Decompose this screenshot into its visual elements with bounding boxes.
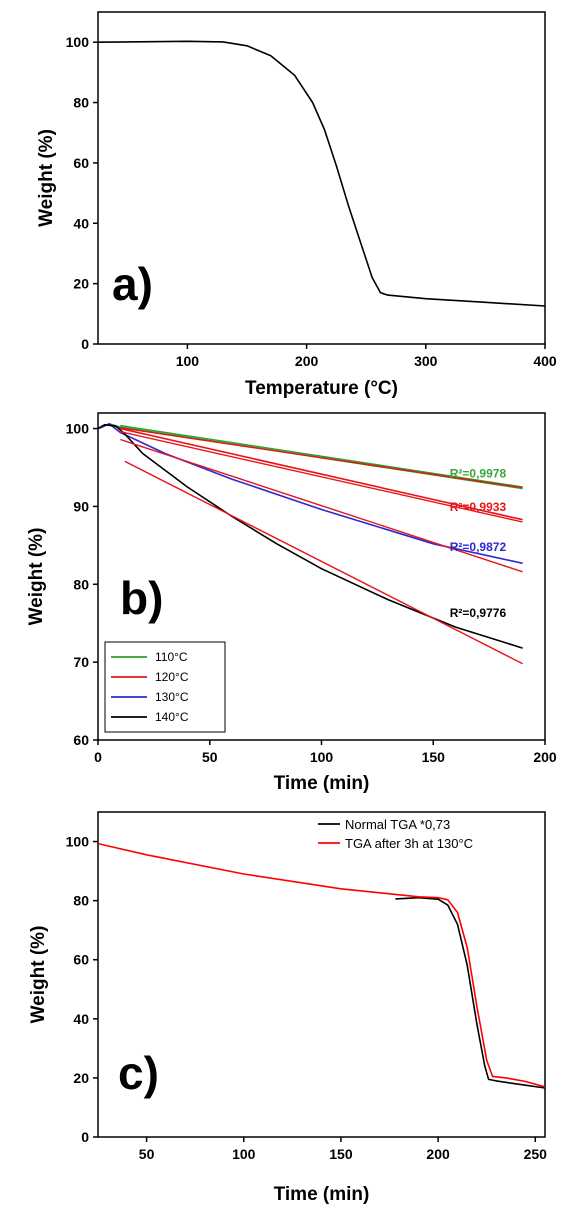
chart-panel-3: 50 100 150 200 250 0 20 40 60 80 100 Time (min) Weig… bbox=[28, 811, 548, 1205]
legend-entry: 110°C bbox=[155, 650, 188, 664]
fit-line bbox=[120, 427, 523, 489]
x-axis-title: Time (min) bbox=[274, 773, 370, 794]
x-tick-label: 150 bbox=[422, 749, 446, 765]
y-tick-label: 80 bbox=[73, 893, 89, 909]
r2-annotation: R²=0,9933 bbox=[450, 500, 507, 514]
x-tick-label: 50 bbox=[139, 1146, 155, 1162]
y-tick-label: 100 bbox=[66, 834, 90, 850]
r2-annotation: R²=0,9776 bbox=[450, 606, 507, 620]
y-tick-label: 100 bbox=[66, 421, 90, 437]
x-tick-label: 100 bbox=[176, 353, 200, 369]
series-line bbox=[98, 40, 545, 307]
x-tick-label: 150 bbox=[329, 1146, 353, 1162]
y-tick-label: 60 bbox=[73, 732, 89, 748]
fit-line bbox=[124, 460, 523, 665]
x-tick-label: 400 bbox=[533, 353, 557, 369]
chart-panel-1: 100 200 300 400 0 20 40 60 80 100 Temperature (°C)… bbox=[36, 11, 557, 399]
y-tick-label: 20 bbox=[73, 276, 89, 292]
panel-label: a) bbox=[112, 258, 153, 310]
chart-panel-2: 0 50 100 150 200 60 70 80 90 100 Time (min) Weight … bbox=[26, 412, 557, 794]
x-tick-label: 100 bbox=[232, 1146, 256, 1162]
legend-entry: 120°C bbox=[155, 670, 189, 684]
x-tick-label: 250 bbox=[524, 1146, 548, 1162]
y-tick-label: 20 bbox=[73, 1070, 89, 1086]
y-tick-label: 40 bbox=[73, 215, 89, 231]
y-axis-title: Weight (%) bbox=[36, 129, 57, 227]
y-tick-label: 0 bbox=[81, 1129, 89, 1145]
y-tick-label: 90 bbox=[73, 498, 89, 514]
series-line bbox=[98, 842, 545, 1088]
series-line bbox=[98, 423, 523, 649]
panel-label: c) bbox=[118, 1047, 159, 1099]
x-tick-label: 50 bbox=[202, 749, 218, 765]
x-tick-label: 200 bbox=[533, 749, 557, 765]
fit-line bbox=[120, 424, 523, 488]
legend-entry: 130°C bbox=[155, 690, 189, 704]
panel-label: b) bbox=[120, 572, 163, 624]
x-tick-label: 0 bbox=[94, 749, 102, 765]
y-axis-title: Weight (%) bbox=[28, 926, 49, 1024]
fit-line bbox=[120, 431, 523, 523]
plot-frame bbox=[97, 11, 546, 345]
r2-annotation: R²=0,9978 bbox=[450, 467, 507, 481]
legend-entry: TGA after 3h at 130°C bbox=[345, 836, 473, 851]
y-tick-label: 60 bbox=[73, 155, 89, 171]
x-axis-title: Time (min) bbox=[274, 1184, 370, 1205]
y-tick-label: 40 bbox=[73, 1011, 89, 1027]
series-line bbox=[395, 896, 545, 1089]
y-tick-label: 70 bbox=[73, 654, 89, 670]
x-tick-label: 300 bbox=[414, 353, 438, 369]
x-tick-label: 100 bbox=[310, 749, 334, 765]
legend-entry: Normal TGA *0,73 bbox=[345, 817, 450, 832]
fit-line bbox=[120, 438, 523, 573]
x-tick-label: 200 bbox=[426, 1146, 450, 1162]
r2-annotation: R²=0,9872 bbox=[450, 540, 507, 554]
y-tick-label: 100 bbox=[66, 34, 90, 50]
plot-frame bbox=[97, 811, 546, 1138]
y-tick-label: 0 bbox=[81, 336, 89, 352]
x-axis-title: Temperature (°C) bbox=[245, 378, 398, 399]
legend-entry: 140°C bbox=[155, 710, 189, 724]
y-axis-title: Weight (%) bbox=[26, 528, 47, 626]
y-tick-label: 80 bbox=[73, 95, 89, 111]
y-tick-label: 60 bbox=[73, 952, 89, 968]
x-tick-label: 200 bbox=[295, 353, 319, 369]
y-tick-label: 80 bbox=[73, 576, 89, 592]
